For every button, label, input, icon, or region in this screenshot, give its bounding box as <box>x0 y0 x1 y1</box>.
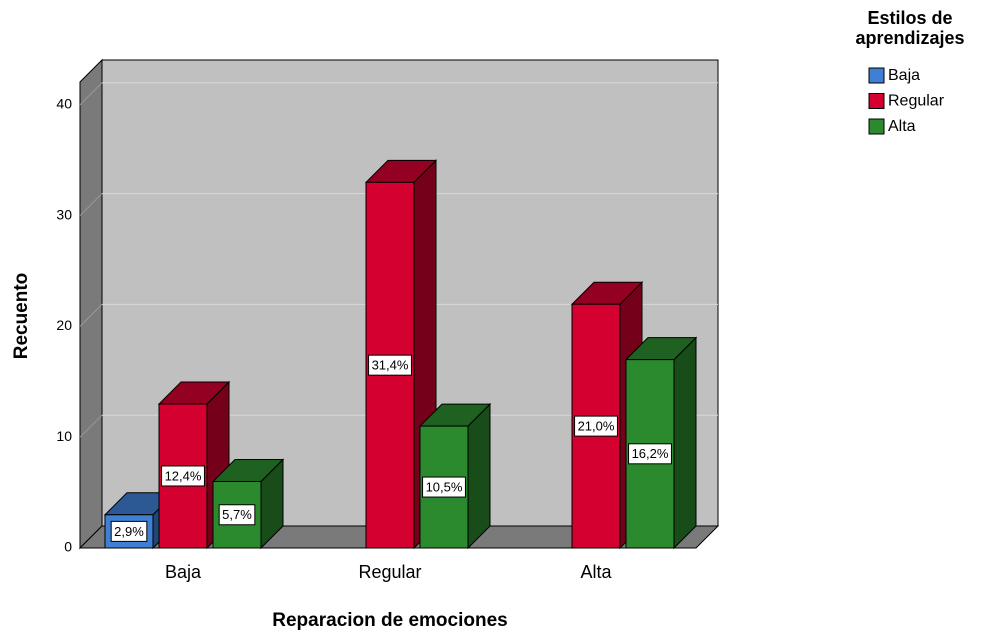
legend-swatch <box>868 67 885 84</box>
y-tick-label: 10 <box>56 428 72 444</box>
legend-swatch <box>868 93 885 109</box>
data-label: 2,9% <box>114 524 144 539</box>
data-label-box <box>574 415 618 437</box>
y-axis-title: Recuento <box>11 273 32 360</box>
x-axis-title: Reparacion de emociones <box>272 610 507 631</box>
x-tick-label: Regular <box>358 562 421 582</box>
grid-line <box>79 82 103 106</box>
data-label: 12,4% <box>165 468 202 483</box>
data-label-box <box>628 443 672 465</box>
data-label-box <box>110 520 148 542</box>
grid-line <box>79 304 103 327</box>
data-label: 5,7% <box>222 507 252 522</box>
data-label: 16,2% <box>632 446 669 461</box>
data-label: 21,0% <box>578 419 615 434</box>
data-label: 31,4% <box>372 358 409 373</box>
legend-title: Estilos de aprendizajes <box>855 8 965 48</box>
y-tick-label: 30 <box>56 206 72 222</box>
data-label-box <box>368 354 412 376</box>
legend-swatch <box>868 118 885 135</box>
legend-label: Baja <box>888 67 920 84</box>
data-label-box <box>218 504 256 526</box>
x-tick-label: Baja <box>165 562 202 582</box>
grid-line <box>79 193 103 216</box>
side-wall <box>79 58 103 550</box>
y-tick-label: 0 <box>64 539 72 555</box>
bar-side <box>673 336 697 550</box>
x-tick-label: Alta <box>580 562 612 582</box>
data-label-box <box>422 476 466 498</box>
legend-label: Regular <box>888 93 945 110</box>
y-tick-label: 20 <box>56 317 72 333</box>
data-label-box <box>161 465 205 487</box>
bar-side <box>467 402 491 550</box>
y-tick-label: 40 <box>56 95 72 111</box>
data-label: 10,5% <box>426 479 463 494</box>
legend-label: Alta <box>888 118 916 135</box>
grid-line <box>79 414 103 438</box>
